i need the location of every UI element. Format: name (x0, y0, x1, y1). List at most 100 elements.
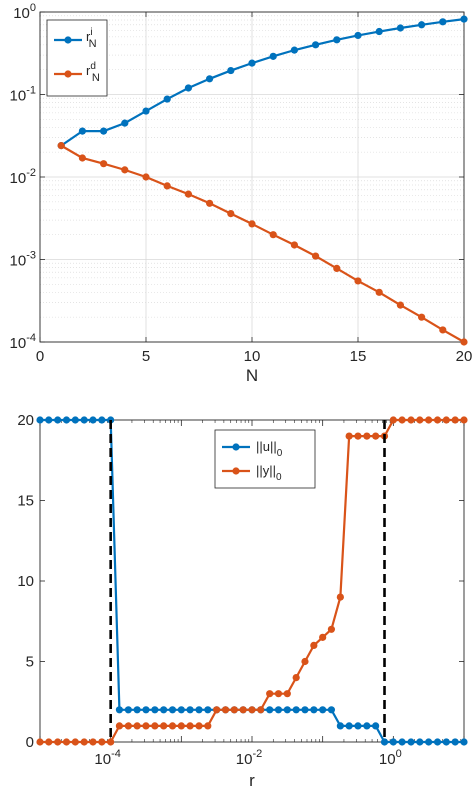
data-point-series-1 (206, 75, 214, 83)
data-point-series-2 (206, 199, 214, 207)
data-point-series-2 (121, 166, 129, 174)
y-tick-label: 5 (26, 654, 34, 671)
legend-swatch-marker (64, 36, 72, 44)
data-point-series-1 (115, 706, 124, 714)
data-point-series-1 (195, 706, 203, 714)
data-point-series-1 (163, 95, 171, 103)
data-point-series-2 (283, 690, 291, 698)
data-point-series-1 (160, 706, 168, 714)
data-point-series-2 (184, 190, 192, 198)
data-point-series-1 (121, 119, 129, 127)
legend-label: ||y||0 (256, 463, 282, 483)
data-point-series-1 (460, 738, 468, 746)
data-point-series-2 (142, 173, 150, 181)
data-point-series-1 (380, 738, 389, 746)
data-point-series-1 (151, 706, 159, 714)
data-point-series-1 (274, 706, 283, 714)
x-axis-label: N (246, 366, 258, 385)
data-point-series-1 (372, 722, 380, 730)
data-point-series-2 (239, 706, 247, 714)
data-point-series-2 (439, 326, 447, 334)
data-point-series-2 (78, 154, 86, 162)
data-point-series-2 (115, 722, 124, 730)
data-point-series-2 (345, 432, 353, 440)
x-tick-label: 0 (36, 348, 44, 365)
legend-box (46, 19, 108, 97)
data-point-series-1 (327, 706, 336, 714)
x-axis-label: r (249, 771, 255, 790)
data-point-series-1 (290, 46, 298, 54)
data-point-series-1 (312, 41, 320, 49)
legend-swatch-marker (232, 467, 240, 475)
data-point-series-2 (354, 277, 362, 285)
data-point-series-2 (36, 738, 44, 746)
data-point-series-1 (460, 15, 468, 23)
legend-label: ri N (86, 27, 97, 50)
data-point-series-2 (442, 416, 450, 424)
data-point-series-1 (177, 706, 185, 714)
legend: ri N rd N (46, 19, 108, 97)
data-point-series-1 (301, 706, 309, 714)
data-point-series-1 (396, 24, 404, 32)
data-point-series-1 (442, 738, 450, 746)
data-point-series-2 (266, 690, 274, 698)
data-point-series-2 (398, 416, 406, 424)
data-point-series-2 (54, 738, 62, 746)
x-tick-label: 15 (350, 348, 367, 365)
data-point-series-1 (133, 706, 141, 714)
data-point-series-2 (89, 738, 97, 746)
data-point-series-2 (204, 722, 212, 730)
data-point-series-1 (98, 416, 106, 424)
data-point-series-1 (266, 706, 274, 714)
data-point-series-2 (107, 738, 115, 746)
data-point-series-1 (425, 738, 433, 746)
data-point-series-1 (204, 706, 212, 714)
data-point-series-2 (257, 706, 265, 714)
data-point-series-2 (290, 241, 298, 249)
data-point-series-2 (274, 690, 283, 698)
y-tick-label: 100 (13, 2, 36, 22)
data-point-series-1 (36, 416, 44, 424)
data-point-series-2 (310, 641, 318, 650)
y-tick-label: 10-4 (10, 332, 36, 352)
data-point-series-1 (186, 706, 194, 714)
data-point-series-1 (433, 738, 442, 746)
data-point-series-2 (163, 182, 171, 190)
data-point-series-1 (184, 84, 192, 92)
data-point-series-2 (312, 252, 320, 260)
legend: ||u||0 ||y||0 (214, 429, 316, 489)
data-point-series-1 (310, 706, 318, 714)
data-point-series-2 (292, 674, 300, 682)
data-point-series-2 (230, 706, 238, 714)
data-point-series-2 (389, 416, 397, 424)
data-point-series-1 (62, 416, 71, 424)
x-tick-label: 20 (456, 348, 473, 365)
data-point-series-1 (168, 706, 177, 714)
data-point-series-2 (248, 706, 256, 714)
data-point-series-1 (89, 416, 97, 424)
legend-box (214, 429, 316, 489)
data-point-series-2 (124, 722, 132, 730)
data-point-series-2 (100, 160, 108, 168)
series-line-1 (60, 18, 465, 147)
data-point-series-2 (418, 313, 426, 321)
data-point-series-2 (213, 706, 221, 714)
data-point-series-2 (98, 738, 106, 746)
data-point-series-1 (416, 738, 424, 746)
data-point-series-2 (269, 231, 277, 239)
data-point-series-2 (354, 432, 362, 440)
chart-bottom-norms: 10-4 10-2 100 0 5 10 15 20 r ||u||0 ||y||0 (17, 412, 468, 790)
x-tick-label: 10-2 (236, 748, 262, 768)
data-point-series-2 (396, 301, 404, 309)
data-point-series-2 (425, 416, 433, 424)
series-line-2 (60, 144, 465, 343)
data-point-series-1 (142, 706, 150, 714)
data-point-series-1 (451, 738, 459, 746)
y-tick-label: 15 (17, 493, 34, 510)
data-point-series-2 (160, 722, 168, 730)
data-point-series-1 (398, 738, 406, 746)
y-tick-label: 20 (17, 412, 34, 429)
data-point-series-2 (375, 288, 383, 296)
data-point-series-1 (389, 738, 397, 746)
x-tick-label: 10 (244, 348, 261, 365)
